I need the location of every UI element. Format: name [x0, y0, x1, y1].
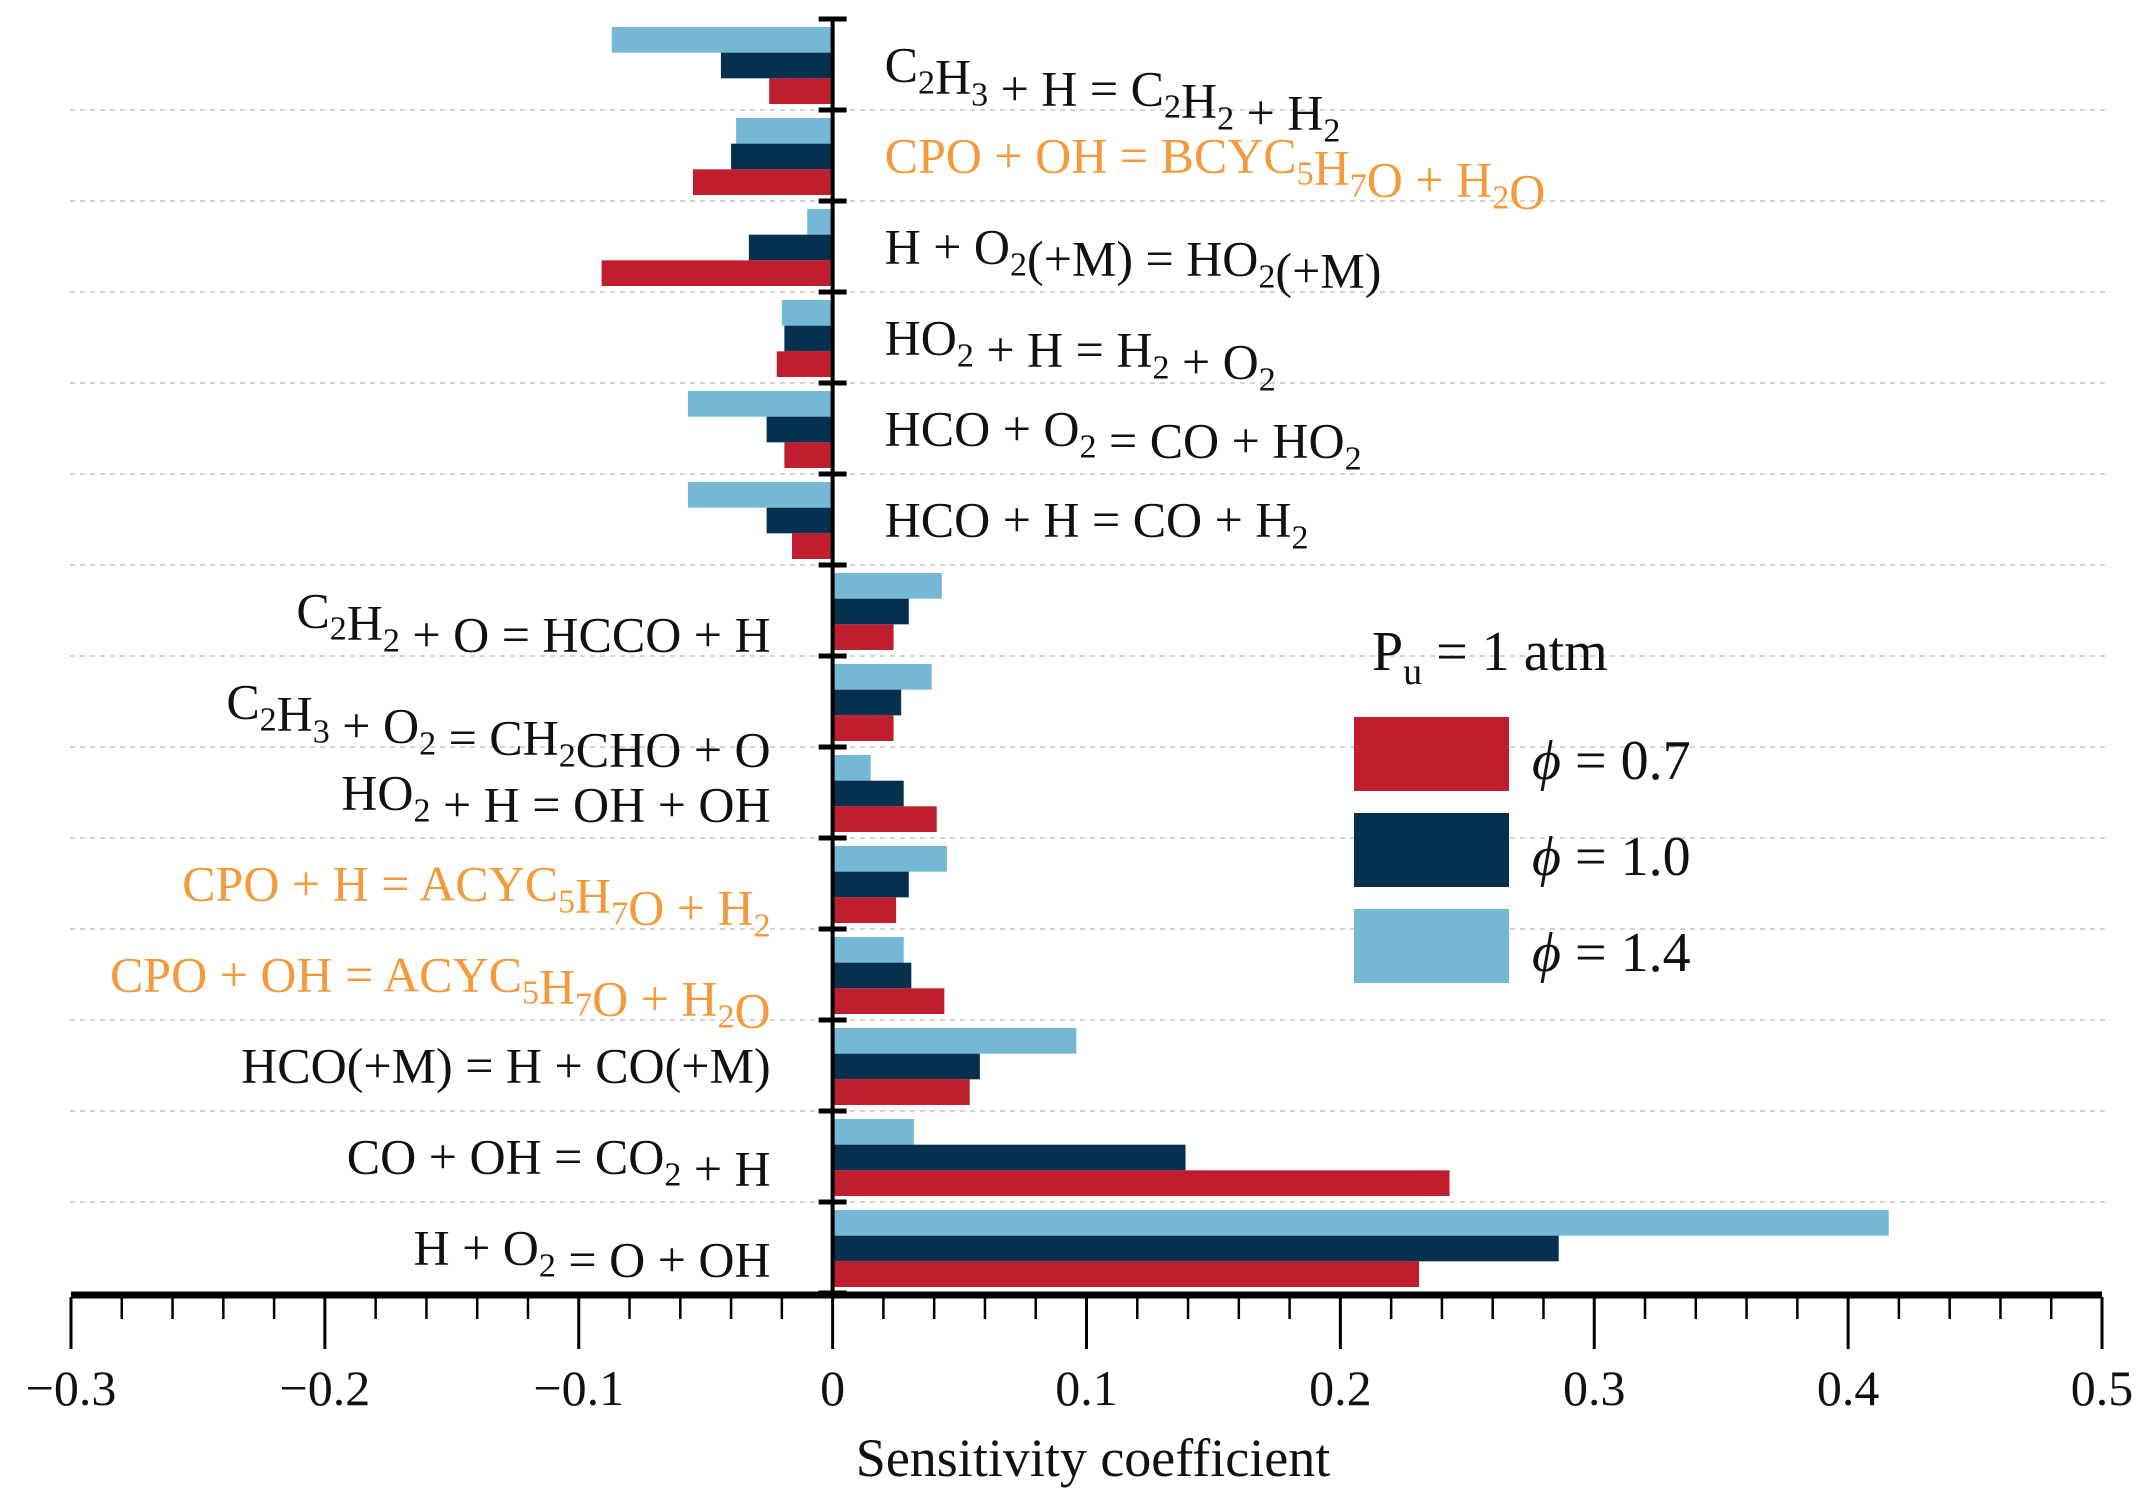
x-tick-label: −0.2 — [280, 1360, 371, 1416]
reaction-label: HO2 + H = H2 + O2 — [885, 310, 1276, 399]
bar-1_4-row-12 — [832, 1028, 1077, 1054]
bar-0_7-row-3 — [601, 260, 833, 286]
bar-1_0-row-7 — [832, 598, 909, 625]
bar-1_0-row-14 — [832, 1235, 1559, 1262]
bar-0_7-row-6 — [792, 533, 833, 559]
reaction-label: CPO + H = ACYC5H7O + H2 — [182, 856, 770, 945]
bar-1_4-row-7 — [832, 573, 942, 599]
legend-label: ϕ = 1.0 — [1532, 826, 1691, 888]
x-tick-label: 0.2 — [1309, 1360, 1372, 1416]
bar-0_7-row-14 — [832, 1261, 1420, 1287]
bar-0_7-row-8 — [832, 715, 894, 741]
bar-0_7-row-9 — [832, 806, 937, 832]
reaction-label: HCO + H = CO + H2 — [885, 492, 1309, 557]
bar-1_0-row-2 — [731, 143, 833, 170]
bar-1_0-row-4 — [784, 325, 833, 352]
reaction-label: C2H2 + O = HCCO + H — [296, 583, 770, 663]
reaction-label: C2H3 + O2 = CH2CHO + O — [226, 674, 770, 778]
bar-0_7-row-1 — [769, 78, 833, 104]
bar-1_0-row-3 — [748, 234, 833, 261]
reaction-label: CPO + OH = BCYC5H7O + H2O — [885, 128, 1546, 220]
reaction-label: C2H3 + H = C2H2 + H2 — [885, 37, 1341, 150]
bar-1_0-row-9 — [832, 780, 904, 807]
bar-0_7-row-4 — [776, 351, 833, 377]
bar-1_4-row-2 — [736, 118, 833, 144]
x-tick-label: 0.4 — [1817, 1360, 1880, 1416]
legend-swatch — [1354, 909, 1509, 983]
x-axis-title: Sensitivity coefficient — [856, 1428, 1330, 1488]
axes — [69, 16, 2104, 1349]
bar-0_7-row-5 — [784, 442, 833, 468]
bar-0_7-row-11 — [832, 988, 945, 1014]
legend-swatch — [1354, 717, 1509, 791]
reaction-label: CPO + OH = ACYC5H7O + H2O — [110, 947, 771, 1039]
x-tick-label: 0 — [820, 1360, 845, 1416]
bar-1_4-row-11 — [832, 937, 904, 963]
x-tick-label: −0.1 — [533, 1360, 624, 1416]
legend-label: ϕ = 0.7 — [1532, 730, 1691, 792]
bar-1_0-row-11 — [832, 962, 912, 989]
bar-1_0-row-6 — [766, 507, 833, 534]
x-tick-labels: −0.3 −0.2 −0.1 0 0.1 0.2 0.3 0.4 0.5 — [26, 1360, 2134, 1416]
bar-1_4-row-8 — [832, 664, 932, 690]
bar-0_7-row-10 — [832, 897, 897, 923]
bar-1_0-row-5 — [766, 416, 833, 443]
legend-label: ϕ = 1.4 — [1532, 922, 1691, 984]
x-tick-label: 0.5 — [2071, 1360, 2134, 1416]
legend: Pu = 1 atm ϕ = 0.7 ϕ = 1.0 ϕ = 1.4 — [1354, 621, 1691, 984]
bar-1_4-row-10 — [832, 846, 947, 872]
bar-1_0-row-13 — [832, 1144, 1186, 1171]
bar-1_4-row-6 — [687, 482, 833, 508]
bar-1_4-row-3 — [807, 209, 833, 235]
bars — [601, 27, 1889, 1287]
reaction-label: H + O2 = O + OH — [413, 1220, 770, 1288]
bar-1_0-row-12 — [832, 1053, 980, 1080]
x-tick-label: 0.1 — [1055, 1360, 1118, 1416]
legend-title: Pu = 1 atm — [1372, 621, 1608, 693]
bar-1_4-row-9 — [832, 755, 871, 781]
reaction-label: HO2 + H = OH + OH — [341, 765, 770, 833]
bar-1_0-row-8 — [832, 689, 902, 716]
bar-1_4-row-13 — [832, 1119, 914, 1145]
bar-0_7-row-13 — [832, 1170, 1450, 1196]
legend-swatch — [1354, 813, 1509, 887]
bar-1_0-row-1 — [720, 52, 833, 79]
x-tick-label: 0.3 — [1563, 1360, 1626, 1416]
bar-1_4-row-1 — [611, 27, 833, 53]
bar-0_7-row-12 — [832, 1079, 970, 1105]
reaction-label: CO + OH = CO2 + H — [347, 1129, 771, 1197]
bar-1_4-row-14 — [832, 1210, 1889, 1236]
bar-1_4-row-5 — [687, 391, 833, 417]
bar-0_7-row-2 — [692, 169, 833, 195]
bar-1_4-row-4 — [781, 300, 833, 326]
reaction-label: H + O2(+M) = HO2(+M) — [885, 219, 1382, 299]
x-tick-label: −0.3 — [26, 1360, 117, 1416]
bar-0_7-row-7 — [832, 624, 894, 650]
bar-1_0-row-10 — [832, 871, 909, 898]
reaction-label: HCO(+M) = H + CO(+M) — [241, 1038, 770, 1094]
reaction-label: HCO + O2 = CO + HO2 — [885, 401, 1362, 478]
